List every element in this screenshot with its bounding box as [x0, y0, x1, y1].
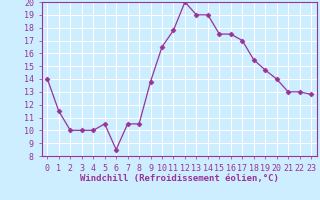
X-axis label: Windchill (Refroidissement éolien,°C): Windchill (Refroidissement éolien,°C) — [80, 174, 279, 183]
